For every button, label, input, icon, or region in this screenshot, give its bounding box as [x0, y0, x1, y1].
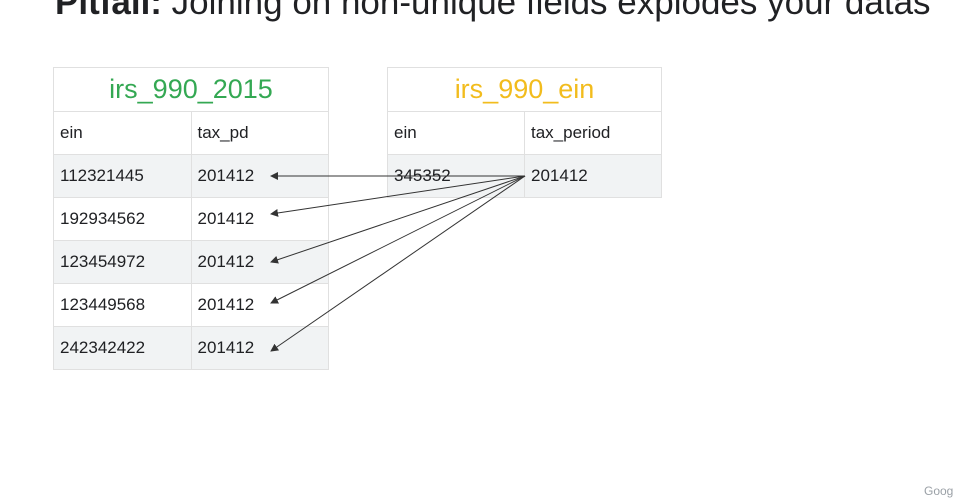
join-arrow-4 [270, 175, 526, 304]
table-row: 242342422 201412 [53, 326, 329, 370]
join-arrow-5 [270, 175, 526, 352]
join-arrow-2 [270, 175, 526, 217]
table-irs-990-ein: irs_990_ein ein tax_period 345352 201412 [387, 67, 662, 198]
table-irs-990-2015: irs_990_2015 ein tax_pd 112321445 201412… [53, 67, 329, 370]
table-right-col-tax-period: tax_period [524, 111, 662, 155]
table-row: 192934562 201412 [53, 197, 329, 241]
table-left-cell-ein: 112321445 [53, 154, 192, 198]
title-rest: Joining on non-unique fields explodes yo… [161, 0, 931, 22]
table-left-cell-tax: 201412 [190, 240, 329, 284]
table-right-header-row: ein tax_period [387, 111, 662, 155]
table-left-cell-tax: 201412 [190, 154, 329, 198]
table-left-cell-ein: 123454972 [53, 240, 192, 284]
table-row: 112321445 201412 [53, 154, 329, 198]
slide-title: Pitfall: Joining on non-unique fields ex… [55, 0, 931, 23]
table-left-cell-tax: 201412 [190, 326, 329, 370]
table-row: 123454972 201412 [53, 240, 329, 284]
watermark-text: Goog [924, 484, 954, 498]
table-right-name: irs_990_ein [387, 67, 662, 112]
table-left-cell-ein: 242342422 [53, 326, 192, 370]
table-left-cell-tax: 201412 [190, 283, 329, 327]
title-bold: Pitfall: [55, 0, 162, 22]
table-row: 123449568 201412 [53, 283, 329, 327]
join-arrow-3 [270, 175, 526, 264]
table-left-cell-ein: 123449568 [53, 283, 192, 327]
table-left-cell-ein: 192934562 [53, 197, 192, 241]
table-right-cell-tax: 201412 [524, 154, 662, 198]
table-left-name: irs_990_2015 [53, 67, 329, 112]
